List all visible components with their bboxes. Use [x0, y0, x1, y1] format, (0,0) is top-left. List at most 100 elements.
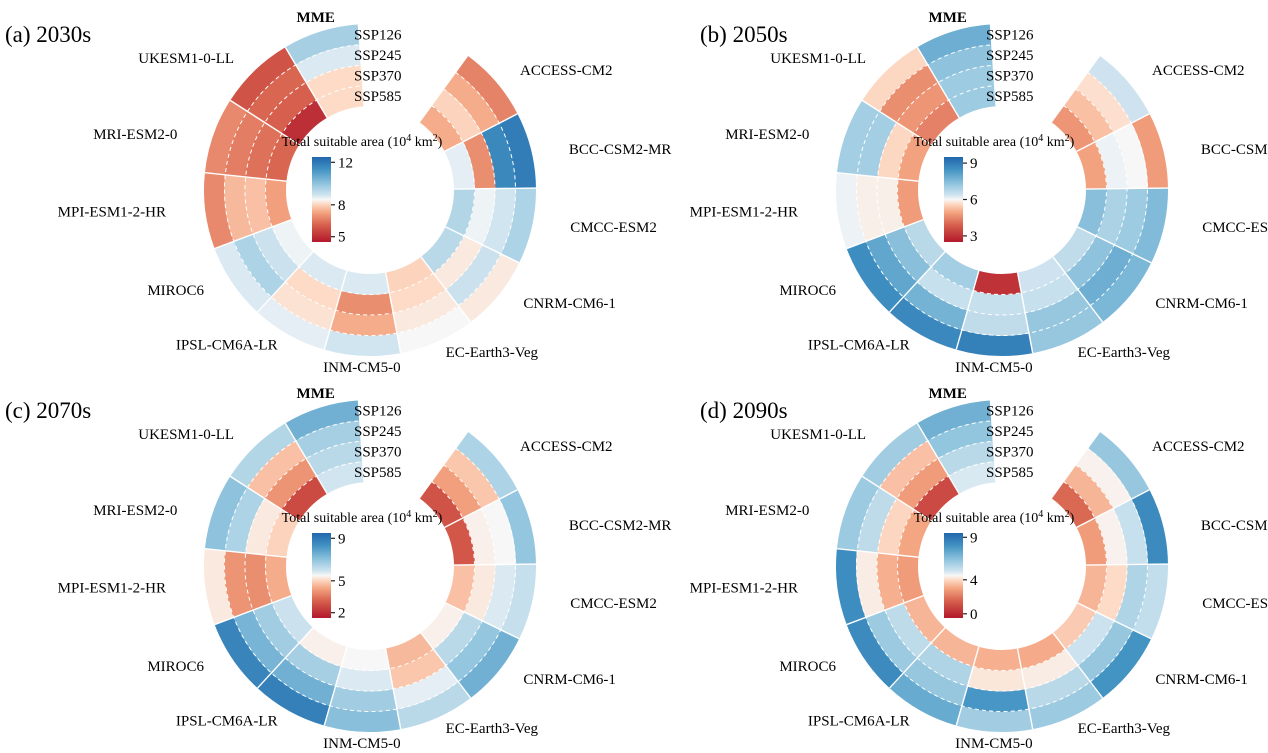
model-label: EC-Earth3-Veg [446, 345, 539, 361]
heatmap-cell [214, 241, 272, 313]
sector-separator [256, 627, 314, 689]
heatmap-cell [1024, 289, 1091, 334]
colorbar [312, 533, 331, 618]
heatmap-cell [203, 172, 234, 249]
model-label: MPI-ESM1-2-HR [58, 205, 166, 221]
model-label: EC-Earth3-Veg [1078, 345, 1171, 361]
model-label: INM-CM5-0 [955, 736, 1033, 752]
ssp-ring-label: SSP585 [986, 89, 1034, 105]
sector-separator [204, 171, 287, 182]
heatmap-cell [955, 329, 1034, 357]
heatmap-cell [1131, 489, 1168, 565]
heatmap-cell [340, 646, 390, 671]
heatmap-cell [856, 550, 886, 618]
sector-separator [836, 547, 919, 558]
ssp-ring-label: SSP585 [354, 89, 402, 105]
heatmap-cell [1095, 188, 1128, 246]
heatmap-cell [335, 290, 394, 316]
colorbar-tick-label: 4 [970, 573, 978, 589]
colorbar-tick-label: 5 [338, 230, 346, 246]
heatmap-cell [499, 489, 536, 565]
heatmap-cell [444, 141, 475, 190]
sector-separator [955, 646, 980, 726]
model-label: BCC-CSM2-MR [569, 142, 672, 158]
sector-separator [445, 226, 520, 264]
heatmap-cell [224, 111, 265, 178]
model-label: MME [929, 10, 967, 26]
heatmap-cell [264, 82, 317, 134]
ssp-ring-label: SSP245 [354, 48, 402, 64]
model-label: MME [297, 10, 335, 26]
heatmap-cell [1028, 681, 1103, 730]
sector-separator [1085, 187, 1168, 190]
heatmap-cell [937, 440, 995, 477]
heatmap-cell [1077, 620, 1134, 683]
heatmap-cell [323, 329, 402, 357]
colorbar-title: Total suitable area (104​ km2​) [282, 509, 443, 526]
heatmap-cell [445, 244, 502, 307]
heatmap-cell [1021, 272, 1079, 314]
model-label: IPSL-CM6A-LR [808, 338, 910, 354]
heatmap-cell [482, 188, 516, 255]
heatmap-cell [419, 105, 464, 152]
heatmap-cell [265, 178, 292, 228]
ssp-ring-label: SSP126 [354, 403, 402, 419]
model-label: MME [297, 386, 335, 402]
heatmap-cell [281, 99, 328, 145]
model-label: ACCESS-CM2 [1152, 439, 1245, 455]
heatmap-cell [335, 666, 394, 692]
circular-heatmap-panel: ACCESS-CM2 BCC-CSM2-MR CMCC-ESM2 CNRM-CM6-1… [690, 386, 1268, 752]
heatmap-cell [930, 627, 979, 667]
heatmap-cell [270, 657, 336, 707]
ssp-ring-label: SSP245 [354, 424, 402, 440]
model-label: INM-CM5-0 [323, 360, 401, 376]
ssp-ring-label: SSP370 [986, 68, 1034, 84]
heatmap-cell [902, 281, 968, 331]
heatmap-cell [1051, 105, 1096, 152]
model-label: MIROC6 [779, 659, 836, 675]
model-label: MRI-ESM2-0 [93, 503, 177, 519]
model-label: CMCC-ESM2 [1202, 220, 1268, 236]
sector-separator [453, 563, 536, 566]
model-label: MRI-ESM2-0 [93, 127, 177, 143]
sector-separator [418, 431, 469, 499]
model-label: CNRM-CM6-1 [523, 672, 616, 688]
heatmap-cell [1063, 88, 1114, 143]
sector-separator [989, 400, 997, 483]
colorbar-title: Total suitable area (104​ km2​) [914, 133, 1075, 150]
heatmap-cell [252, 602, 300, 659]
ssp-ring-label: SSP126 [986, 27, 1034, 43]
circular-heatmap-panel: ACCESS-CM2 BCC-CSM2-MR CMCC-ESM2 CNRM-CM6-1… [58, 386, 672, 752]
sector-separator [955, 270, 980, 350]
heatmap-cell [285, 400, 361, 441]
heatmap-cell [961, 310, 1030, 336]
heatmap-cell [396, 681, 471, 730]
heatmap-cell [455, 55, 518, 124]
model-label: MPI-ESM1-2-HR [690, 205, 798, 221]
heatmap-cell [392, 665, 459, 710]
heatmap-cell [203, 548, 234, 625]
heatmap-cell [835, 172, 866, 249]
heatmap-cell [204, 100, 248, 176]
sector-separator [836, 171, 919, 182]
heatmap-cell [879, 64, 939, 123]
heatmap-cell [897, 133, 932, 182]
colorbar-tick-label: 9 [338, 531, 346, 547]
heatmap-cell [295, 420, 362, 459]
ssp-ring-label: SSP245 [986, 48, 1034, 64]
sector-separator [418, 55, 469, 123]
sector-separator [861, 99, 932, 146]
heatmap-cell [937, 64, 995, 101]
sector-separator [1077, 226, 1152, 264]
heatmap-cell [896, 458, 949, 510]
sector-separator [1052, 256, 1104, 323]
heatmap-cell [247, 440, 307, 499]
sector-separator [214, 218, 292, 250]
sector-separator [323, 646, 348, 726]
heatmap-cell [1076, 517, 1107, 566]
heatmap-cell [1065, 611, 1115, 666]
heatmap-cell [500, 187, 537, 264]
model-label: MRI-ESM2-0 [725, 127, 809, 143]
heatmap-cell [856, 487, 897, 554]
model-label: UKESM1-0-LL [138, 51, 234, 67]
